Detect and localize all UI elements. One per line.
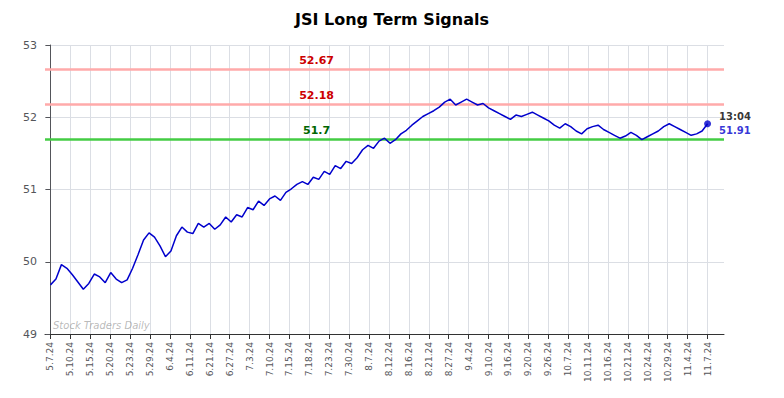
svg-text:9.20.24: 9.20.24 (523, 342, 533, 377)
svg-text:Stock Traders Daily: Stock Traders Daily (53, 320, 151, 331)
svg-text:5.29.24: 5.29.24 (145, 342, 155, 377)
svg-text:52: 52 (23, 111, 37, 124)
svg-text:51.91: 51.91 (719, 125, 751, 136)
svg-text:9.16.24: 9.16.24 (503, 342, 513, 377)
svg-text:8.7.24: 8.7.24 (364, 342, 374, 371)
svg-text:10.21.24: 10.21.24 (623, 342, 633, 382)
svg-text:50: 50 (23, 255, 37, 268)
svg-text:10.7.24: 10.7.24 (563, 342, 573, 377)
svg-text:9.10.24: 9.10.24 (484, 342, 494, 377)
svg-text:49: 49 (23, 328, 37, 341)
svg-text:11.7.24: 11.7.24 (703, 342, 713, 377)
svg-text:7.15.24: 7.15.24 (284, 342, 294, 377)
svg-text:5.20.24: 5.20.24 (105, 342, 115, 377)
svg-text:51.7: 51.7 (303, 124, 330, 137)
svg-text:52.18: 52.18 (299, 89, 334, 102)
svg-text:52.67: 52.67 (299, 54, 334, 67)
svg-text:9.26.24: 9.26.24 (543, 342, 553, 377)
svg-text:5.10.24: 5.10.24 (65, 342, 75, 377)
svg-text:6.11.24: 6.11.24 (185, 342, 195, 377)
svg-text:JSI Long Term Signals: JSI Long Term Signals (294, 10, 489, 29)
svg-text:7.18.24: 7.18.24 (304, 342, 314, 377)
svg-text:10.16.24: 10.16.24 (603, 342, 613, 382)
svg-text:8.12.24: 8.12.24 (384, 342, 394, 377)
svg-text:7.30.24: 7.30.24 (344, 342, 354, 377)
svg-text:9.4.24: 9.4.24 (464, 342, 474, 371)
svg-text:13:04: 13:04 (719, 111, 751, 122)
svg-text:10.29.24: 10.29.24 (663, 342, 673, 382)
svg-text:8.27.24: 8.27.24 (444, 342, 454, 377)
svg-text:7.3.24: 7.3.24 (245, 342, 255, 371)
svg-text:10.24.24: 10.24.24 (643, 342, 653, 382)
svg-text:5.15.24: 5.15.24 (85, 342, 95, 377)
svg-text:6.4.24: 6.4.24 (165, 342, 175, 371)
svg-text:8.16.24: 8.16.24 (404, 342, 414, 377)
svg-text:7.10.24: 7.10.24 (265, 342, 275, 377)
svg-text:11.4.24: 11.4.24 (683, 342, 693, 377)
svg-text:5.23.24: 5.23.24 (125, 342, 135, 377)
svg-text:5.7.24: 5.7.24 (45, 342, 55, 371)
svg-text:10.11.24: 10.11.24 (583, 342, 593, 382)
svg-text:51: 51 (23, 183, 37, 196)
svg-text:8.21.24: 8.21.24 (424, 342, 434, 377)
svg-text:7.23.24: 7.23.24 (324, 342, 334, 377)
svg-text:6.21.24: 6.21.24 (205, 342, 215, 377)
svg-text:53: 53 (23, 39, 37, 52)
svg-text:6.27.24: 6.27.24 (225, 342, 235, 377)
